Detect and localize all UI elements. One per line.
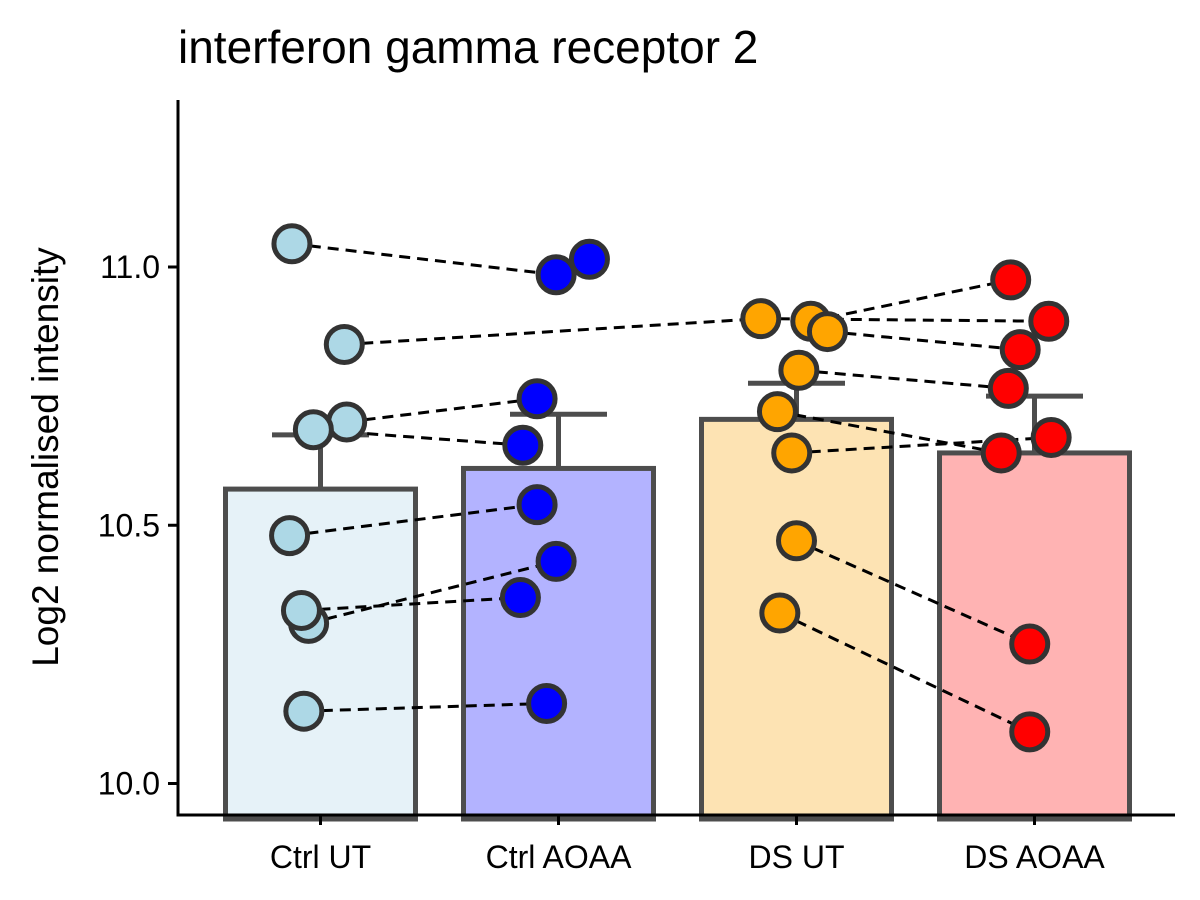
data-point-2-1 xyxy=(568,238,610,280)
pair-line-9 xyxy=(760,317,1049,323)
data-point-4-8 xyxy=(1009,711,1051,753)
pair-line-7 xyxy=(301,596,521,612)
y-tick-label-2: 10.5 xyxy=(98,507,160,543)
data-point-1-3 xyxy=(326,401,368,443)
data-point-3-1 xyxy=(740,298,782,340)
data-point-2-7 xyxy=(499,577,541,619)
data-point-2-2 xyxy=(535,254,577,296)
axes xyxy=(168,100,1175,825)
pair-line-16 xyxy=(779,611,1031,734)
data-point-4-1 xyxy=(990,259,1032,301)
data-point-1-5 xyxy=(269,515,311,557)
x-tick-label-1: Ctrl UT xyxy=(270,839,371,875)
data-point-3-6 xyxy=(771,432,813,474)
data-point-1-8 xyxy=(283,690,325,732)
data-point-2-5 xyxy=(516,484,558,526)
x-tick-label-2: Ctrl AOAA xyxy=(486,839,632,875)
y-axis-title: Log2 normalised intensity xyxy=(25,247,66,667)
data-point-4-5 xyxy=(1030,416,1072,458)
pair-line-11 xyxy=(827,330,1021,352)
pair-line-15 xyxy=(795,539,1031,646)
x-tick-label-3: DS UT xyxy=(749,839,845,875)
pair-line-13 xyxy=(777,410,1002,455)
data-point-2-3 xyxy=(516,378,558,420)
x-tick-label-4: DS AOAA xyxy=(964,839,1105,875)
pair-line-1 xyxy=(291,242,557,277)
chart-title: interferon gamma receptor 2 xyxy=(178,21,758,73)
y-tick-label-1: 10.0 xyxy=(98,766,160,802)
pair-line-8 xyxy=(303,701,547,713)
data-point-1-7 xyxy=(280,589,322,631)
data-point-1-1 xyxy=(271,223,313,265)
data-point-4-4 xyxy=(987,367,1029,409)
data-point-3-7 xyxy=(776,520,817,562)
data-points xyxy=(269,223,1072,753)
data-point-1-4 xyxy=(292,409,334,451)
tick-labels: 10.0 10.5 11.0 Ctrl UT Ctrl AOAA DS UT DS AOAA xyxy=(98,249,1106,875)
pair-line-5 xyxy=(289,503,538,538)
data-point-3-4 xyxy=(778,349,820,391)
bars xyxy=(223,416,1132,822)
data-point-3-5 xyxy=(756,391,798,433)
data-point-2-6 xyxy=(535,540,577,582)
data-point-1-2 xyxy=(323,323,365,365)
data-point-3-3 xyxy=(806,311,848,353)
data-point-4-6 xyxy=(980,432,1022,474)
pair-line-10 xyxy=(810,278,1012,323)
data-point-4-2 xyxy=(1028,300,1070,342)
data-point-2-4 xyxy=(502,424,544,466)
pair-line-3 xyxy=(346,397,538,424)
pair-line-6 xyxy=(308,559,557,625)
data-point-3-8 xyxy=(759,592,801,634)
bar-2 xyxy=(461,465,656,822)
y-tick-label-3: 11.0 xyxy=(100,249,160,285)
data-point-4-7 xyxy=(1009,623,1051,665)
data-point-2-8 xyxy=(526,682,568,724)
pair-line-2 xyxy=(344,317,761,346)
data-point-4-3 xyxy=(999,329,1041,371)
bar-1 xyxy=(223,486,418,822)
